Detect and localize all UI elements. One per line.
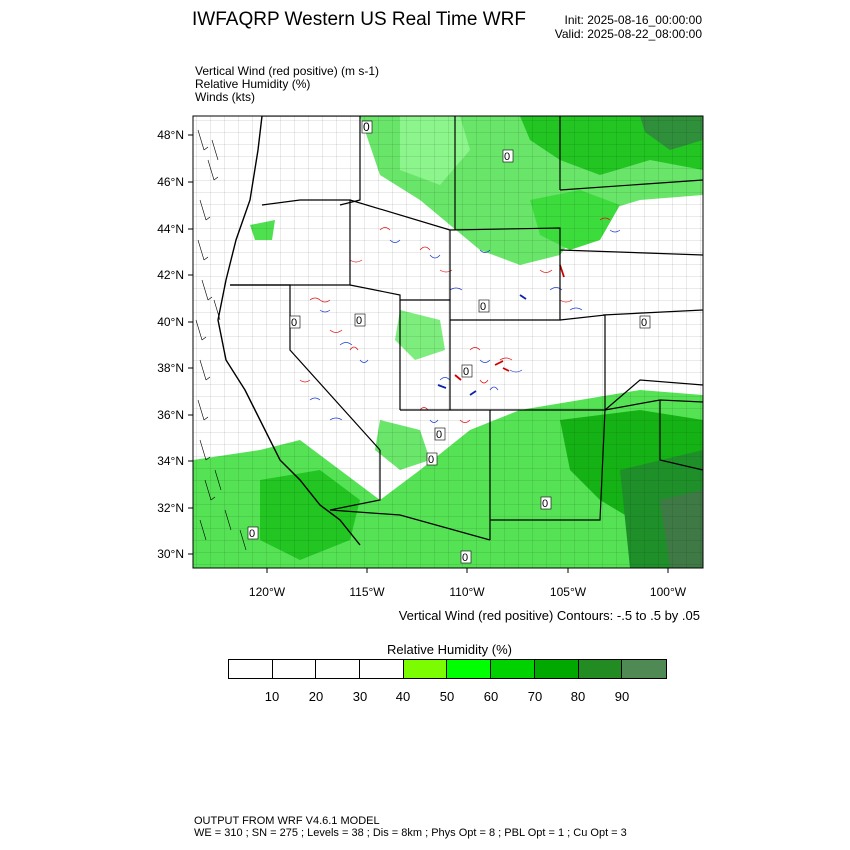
station-5: 0 [436, 429, 442, 441]
footer-model: OUTPUT FROM WRF V4.6.1 MODEL [194, 815, 380, 827]
state-borders [217, 116, 703, 546]
colorbar-box [272, 660, 317, 678]
colorbar-box [491, 660, 535, 678]
station-6: 0 [542, 498, 548, 510]
field-relative-humidity: Relative Humidity (%) [195, 77, 311, 91]
footer-config: WE = 310 ; SN = 275 ; Levels = 38 ; Dis … [194, 827, 627, 839]
lat-label-36: 36°N [157, 408, 184, 422]
map-frame [192, 115, 704, 569]
lat-label-32: 32°N [157, 501, 184, 515]
plot-title: IWFAQRP Western US Real Time WRF [192, 9, 526, 30]
colorbar-label-50: 50 [439, 689, 455, 704]
colorbar-title: Relative Humidity (%) [387, 642, 512, 657]
colorbar-label-70: 70 [527, 689, 543, 704]
station-2: 0 [480, 301, 486, 313]
lat-label-48: 48°N [157, 128, 184, 142]
colorbar-label-20: 20 [308, 689, 324, 704]
colorbar-label-40: 40 [395, 689, 411, 704]
field-winds: Winds (kts) [195, 90, 255, 104]
lat-label-46: 46°N [157, 175, 184, 189]
lat-label-40: 40°N [157, 315, 184, 329]
lat-label-30: 30°N [157, 547, 184, 561]
contour-note: Vertical Wind (red positive) Contours: -… [398, 608, 700, 623]
county-lines [193, 116, 703, 568]
colorbar-box [534, 660, 579, 678]
lon-label-120: 120°W [249, 585, 286, 599]
colorbar-box [403, 660, 448, 678]
colorbar-box [447, 660, 492, 678]
humidity-colorbar [228, 659, 667, 679]
init-time: Init: 2025-08-16_00:00:00 [564, 13, 702, 27]
colorbar-label-80: 80 [570, 689, 586, 704]
valid-time: Valid: 2025-08-22_08:00:00 [554, 27, 702, 41]
station-4: 0 [463, 366, 469, 378]
field-vertical-wind: Vertical Wind (red positive) (m s-1) [195, 64, 380, 78]
lon-label-115: 115°W [349, 585, 385, 599]
wind-barbs [195, 129, 247, 551]
colorbar-label-60: 60 [483, 689, 499, 704]
station-3: 0 [356, 315, 362, 327]
station-10: 0 [428, 454, 434, 466]
station-8: 0 [641, 317, 647, 329]
lon-label-110: 110°W [449, 585, 485, 599]
colorbar-box [622, 660, 666, 678]
lat-label-34: 34°N [157, 454, 184, 468]
colorbar-box [229, 660, 273, 678]
station-7: 0 [249, 528, 255, 540]
lat-label-44: 44°N [157, 222, 184, 236]
station-1: 0 [504, 151, 510, 163]
lon-axis [266, 568, 669, 573]
colorbar-label-90: 90 [614, 689, 630, 704]
station-9: 0 [291, 317, 297, 329]
station-labels: 0 0 0 0 0 0 0 0 0 0 0 0 [247, 120, 651, 564]
lat-label-38: 38°N [157, 361, 184, 375]
station-11: 0 [462, 552, 468, 564]
colorbar-box [316, 660, 361, 678]
colorbar-label-30: 30 [352, 689, 368, 704]
colorbar-label-10: 10 [264, 689, 280, 704]
lat-axis [188, 134, 193, 555]
lon-label-100: 100°W [650, 585, 687, 599]
lat-label-42: 42°N [157, 268, 184, 282]
lon-label-105: 105°W [550, 585, 587, 599]
colorbar-box [578, 660, 623, 678]
colorbar-box [360, 660, 404, 678]
station-0: 0 [363, 120, 370, 134]
